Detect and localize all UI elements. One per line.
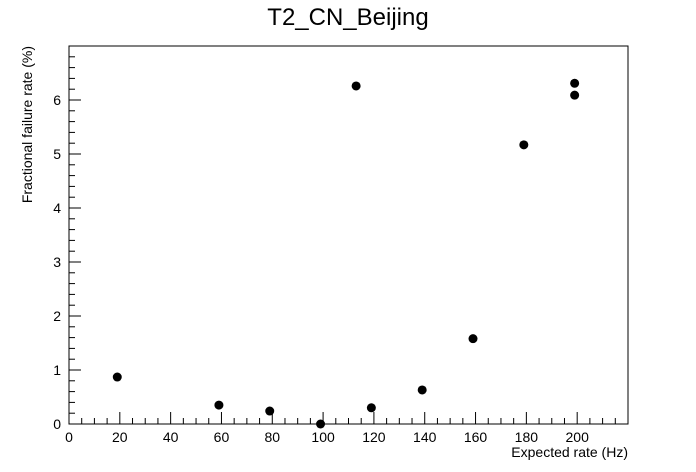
x-tick-label: 180 bbox=[515, 429, 539, 445]
data-points bbox=[112, 78, 580, 429]
x-tick-label: 20 bbox=[112, 429, 128, 445]
data-point bbox=[570, 90, 580, 100]
y-tick-label: 4 bbox=[53, 200, 61, 216]
y-axis: 0 1 2 3 4 5 6 bbox=[53, 45, 81, 432]
y-tick-label: 3 bbox=[53, 254, 61, 270]
data-point bbox=[366, 403, 376, 413]
x-tick-label: 80 bbox=[264, 429, 280, 445]
data-point bbox=[112, 372, 122, 382]
x-tick-label: 120 bbox=[362, 429, 386, 445]
data-point bbox=[570, 78, 580, 88]
x-axis-label: Expected rate (Hz) bbox=[511, 444, 628, 460]
x-tick-label: 200 bbox=[566, 429, 590, 445]
data-point bbox=[417, 385, 427, 395]
y-tick-label: 5 bbox=[53, 146, 61, 162]
x-axis: 0 20 40 60 80 100 120 140 160 180 200 bbox=[65, 412, 629, 445]
plot-frame bbox=[68, 45, 629, 425]
x-tick-label: 60 bbox=[214, 429, 230, 445]
data-point bbox=[316, 419, 326, 429]
x-tick-label: 100 bbox=[311, 429, 335, 445]
y-tick-label: 1 bbox=[53, 362, 61, 378]
data-point bbox=[351, 81, 361, 91]
y-tick-label: 0 bbox=[53, 416, 61, 432]
x-tick-label: 160 bbox=[464, 429, 488, 445]
data-point bbox=[519, 140, 529, 150]
x-tick-label: 140 bbox=[413, 429, 437, 445]
data-point bbox=[214, 400, 224, 410]
chart-title: T2_CN_Beijing bbox=[267, 4, 429, 31]
x-tick-label: 40 bbox=[163, 429, 179, 445]
data-point bbox=[265, 406, 275, 416]
data-point bbox=[468, 334, 478, 344]
y-tick-label: 6 bbox=[53, 92, 61, 108]
y-tick-label: 2 bbox=[53, 308, 61, 324]
y-axis-label: Fractional failure rate (%) bbox=[19, 46, 35, 203]
x-tick-label: 0 bbox=[65, 429, 73, 445]
